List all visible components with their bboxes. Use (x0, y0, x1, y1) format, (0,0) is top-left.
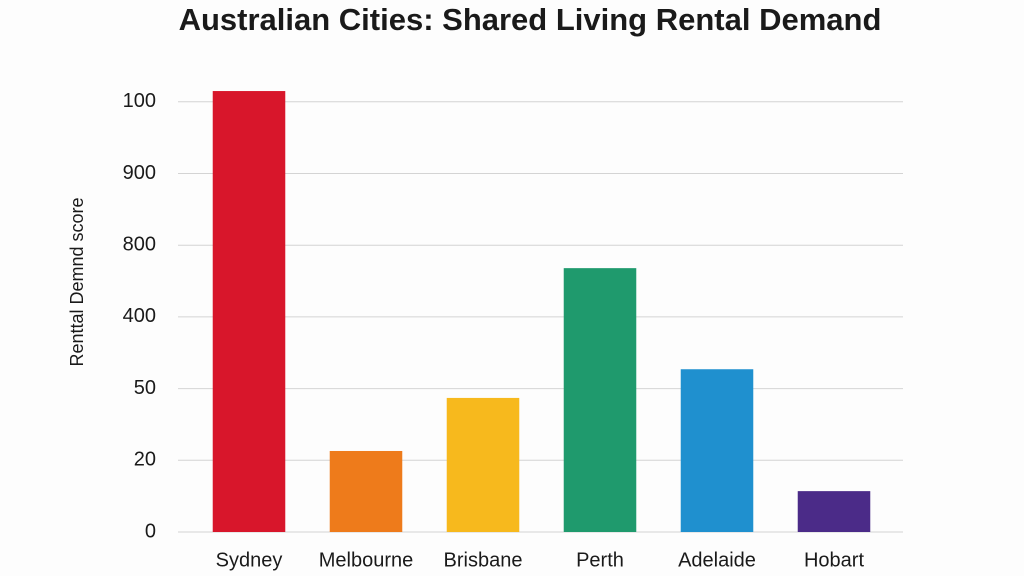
y-tick-label: 800 (123, 233, 156, 255)
x-tick-label: Hobart (804, 549, 864, 571)
y-tick-label: 400 (123, 305, 156, 327)
chart-title: Australian Cities: Shared Living Rental … (179, 2, 882, 37)
x-tick-label: Adelaide (678, 549, 756, 571)
y-tick-label: 900 (123, 162, 156, 184)
x-tick-label: Perth (576, 549, 624, 571)
y-tick-label: 100 (123, 90, 156, 112)
x-tick-label: Brisbane (444, 549, 523, 571)
bar (329, 450, 403, 532)
y-tick-label: 20 (134, 449, 156, 471)
y-tick-label: 50 (134, 377, 156, 399)
x-tick-label: Melbourne (319, 549, 414, 571)
bar (446, 397, 520, 532)
bar (212, 91, 286, 533)
bar (563, 268, 637, 532)
bar (680, 369, 754, 532)
bar (797, 491, 871, 532)
y-tick-label: 0 (145, 520, 156, 542)
x-tick-label: Sydney (216, 549, 283, 571)
y-axis-label: Renttal Demnd score (67, 197, 87, 366)
